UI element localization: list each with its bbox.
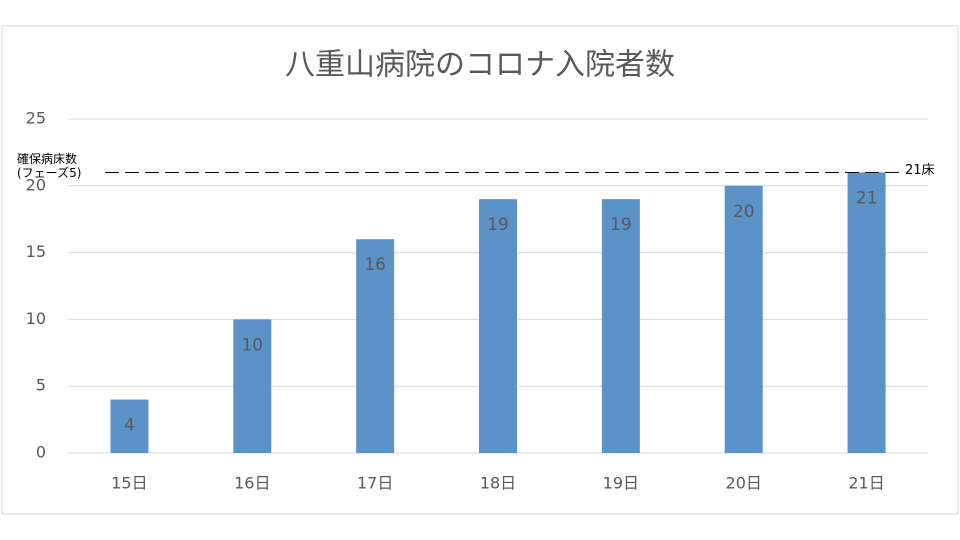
data-label: 19 (610, 215, 632, 235)
x-tick-label: 17日 (357, 474, 393, 493)
y-tick-label: 0 (36, 443, 46, 462)
chart-title: 八重山病院のコロナ入院者数 (285, 48, 675, 83)
data-label: 21 (856, 188, 878, 208)
y-tick-label: 20 (26, 175, 46, 194)
bar (233, 319, 272, 453)
x-tick-label: 16日 (234, 474, 270, 493)
x-tick-label: 19日 (603, 474, 639, 493)
bar (847, 172, 886, 453)
reference-label: 確保病床数 (17, 151, 77, 166)
y-tick-label: 25 (26, 109, 46, 128)
x-tick-label: 15日 (111, 474, 147, 493)
x-tick-label: 21日 (848, 474, 884, 493)
y-tick-label: 10 (26, 309, 46, 328)
x-tick-label: 20日 (726, 474, 762, 493)
y-tick-label: 5 (36, 376, 46, 395)
data-label: 19 (487, 215, 509, 235)
reference-value-label: 21床 (905, 163, 935, 178)
bar (110, 399, 149, 453)
bar (356, 239, 395, 453)
y-tick-label: 15 (26, 242, 46, 261)
bar (479, 199, 517, 453)
reference-label: (フェーズ5) (17, 165, 81, 180)
data-label: 4 (124, 416, 135, 436)
data-label: 20 (733, 202, 755, 222)
data-label: 10 (241, 335, 263, 355)
bar (601, 199, 640, 453)
data-label: 16 (364, 255, 386, 275)
bar (724, 185, 763, 454)
x-tick-label: 18日 (480, 474, 516, 493)
